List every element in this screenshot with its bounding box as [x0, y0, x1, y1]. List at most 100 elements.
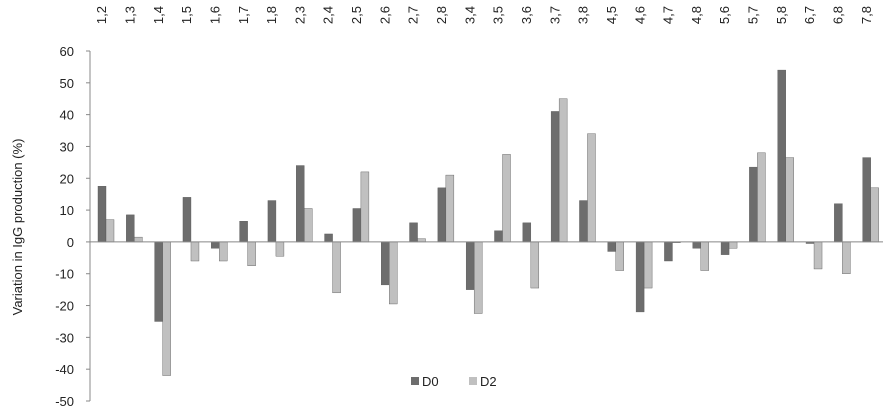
bar-d2-1-2	[105, 219, 115, 243]
y-tick-label: 0	[67, 235, 74, 250]
x-tick-label: 5,7	[746, 6, 761, 24]
bar-d2-1-6	[219, 241, 228, 262]
x-tick-label: 2,7	[406, 6, 421, 24]
bar-d2-2-3	[304, 208, 313, 243]
bar-d0-5-6	[720, 241, 730, 255]
x-tick-label: 1,6	[207, 6, 222, 24]
bar-d0-4-6	[635, 241, 645, 313]
x-tick-label: 1,8	[264, 6, 279, 24]
bar-d2-3-6	[530, 241, 540, 289]
bar-d0-4-7	[664, 241, 673, 262]
bar-d2-1-5	[190, 241, 200, 262]
x-tick-label: 4,6	[632, 6, 647, 24]
bar-d2-1-4	[162, 241, 171, 376]
x-tick-label: 2,3	[292, 6, 307, 24]
bar-d2-2-4	[332, 241, 341, 294]
bar-d0-3-8	[579, 200, 588, 243]
x-tick-label: 1,5	[179, 6, 194, 24]
x-tick-label: 2,5	[349, 6, 364, 24]
bar-d0-3-5	[494, 230, 503, 243]
bar-d2-4-6	[643, 241, 653, 289]
y-tick-label: -30	[55, 330, 74, 345]
bar-d2-1-3	[134, 236, 143, 243]
bar-d2-4-8	[700, 241, 709, 271]
x-tick-label: 6,7	[802, 6, 817, 24]
bar-d2-5-6	[728, 241, 738, 249]
bar-d0-5-7	[749, 166, 758, 243]
bars	[97, 69, 879, 376]
y-tick-label: -40	[55, 362, 74, 377]
bar-d0-1-8	[267, 200, 277, 243]
bar-d0-3-4	[465, 241, 475, 290]
x-tick-label: 2,8	[434, 6, 449, 24]
bar-d0-1-6	[211, 241, 220, 249]
y-tick-labels: 60 50 40 30 20 10 0 -10 -20 -30 -40 -50	[55, 44, 90, 408]
bar-d2-2-6	[389, 241, 398, 305]
bar-d0-3-6	[522, 222, 532, 243]
x-tick-label: 1,3	[122, 6, 137, 24]
bar-d2-7-8	[870, 187, 879, 243]
bar-d0-4-5	[607, 241, 616, 252]
bar-d2-6-7	[813, 241, 823, 270]
x-tick-label: 3,4	[462, 6, 477, 24]
x-tick-label: 5,8	[774, 6, 789, 24]
bar-d0-1-3	[126, 214, 135, 243]
x-tick-label: 7,8	[859, 6, 874, 24]
bar-d0-7-8	[862, 157, 871, 243]
legend: D0 D2	[411, 374, 497, 389]
bar-d2-2-5	[360, 171, 370, 243]
bar-d0-4-8	[692, 241, 701, 249]
bar-d2-4-5	[615, 241, 624, 271]
bar-d0-3-7	[550, 111, 560, 243]
legend-swatch-d2	[469, 377, 477, 385]
x-tick-label: 1,2	[94, 6, 109, 24]
x-tick-label: 4,5	[604, 6, 619, 24]
x-tick-label: 6,8	[831, 6, 846, 24]
legend-swatch-d0	[411, 377, 419, 385]
x-tick-label: 3,7	[547, 6, 562, 24]
x-tick-label: 2,6	[377, 6, 392, 24]
y-tick-label: -10	[55, 267, 74, 282]
x-tick-label: 3,6	[519, 6, 534, 24]
y-tick-label: 10	[60, 203, 74, 218]
bar-d0-1-4	[154, 241, 163, 322]
y-tick-label: 50	[60, 76, 74, 91]
bar-d0-5-8	[777, 69, 786, 243]
bar-d0-2-7	[409, 222, 418, 243]
x-tick-label: 1,4	[151, 6, 166, 24]
y-tick-label: 30	[60, 139, 74, 154]
bar-d2-1-7	[247, 241, 256, 266]
bar-d0-2-3	[296, 165, 305, 243]
bar-d0-2-5	[352, 208, 362, 243]
x-tick-label: 2,4	[321, 6, 336, 24]
y-tick-label: 20	[60, 171, 74, 186]
bar-d2-6-8	[842, 241, 851, 274]
bar-d0-2-6	[381, 241, 390, 286]
y-axis-label: Variation in IgG production (%)	[10, 139, 25, 316]
x-tick-label: 1,7	[236, 6, 251, 24]
bar-d0-2-4	[324, 233, 333, 243]
bar-d2-5-7	[757, 152, 766, 243]
y-tick-label: -20	[55, 299, 74, 314]
y-tick-label: 40	[60, 108, 74, 123]
bar-d2-3-7	[558, 98, 568, 243]
bar-d2-3-4	[473, 241, 483, 314]
bar-d0-6-8	[834, 203, 843, 243]
y-tick-label: -50	[55, 394, 74, 408]
legend-label-d2: D2	[480, 374, 497, 389]
bar-d2-3-8	[587, 133, 596, 243]
bar-d2-1-8	[275, 241, 285, 257]
bar-d2-5-8	[785, 157, 794, 243]
x-tick-labels: 1,2 1,3 1,4 1,5 1,6 1,7 1,8 2,3 2,4 2,5 2,6 2,7 2,8 3…	[94, 6, 874, 24]
x-tick-label: 4,7	[661, 6, 676, 24]
y-tick-label: 60	[60, 44, 74, 59]
x-tick-label: 3,5	[491, 6, 506, 24]
bar-d0-1-2	[97, 186, 107, 243]
x-tick-label: 3,8	[576, 6, 591, 24]
bar-d0-1-7	[239, 221, 248, 243]
x-tick-label: 5,6	[717, 6, 732, 24]
bar-d0-1-5	[182, 197, 192, 243]
bar-d0-2-8	[437, 187, 447, 243]
bar-d2-2-8	[445, 174, 455, 243]
